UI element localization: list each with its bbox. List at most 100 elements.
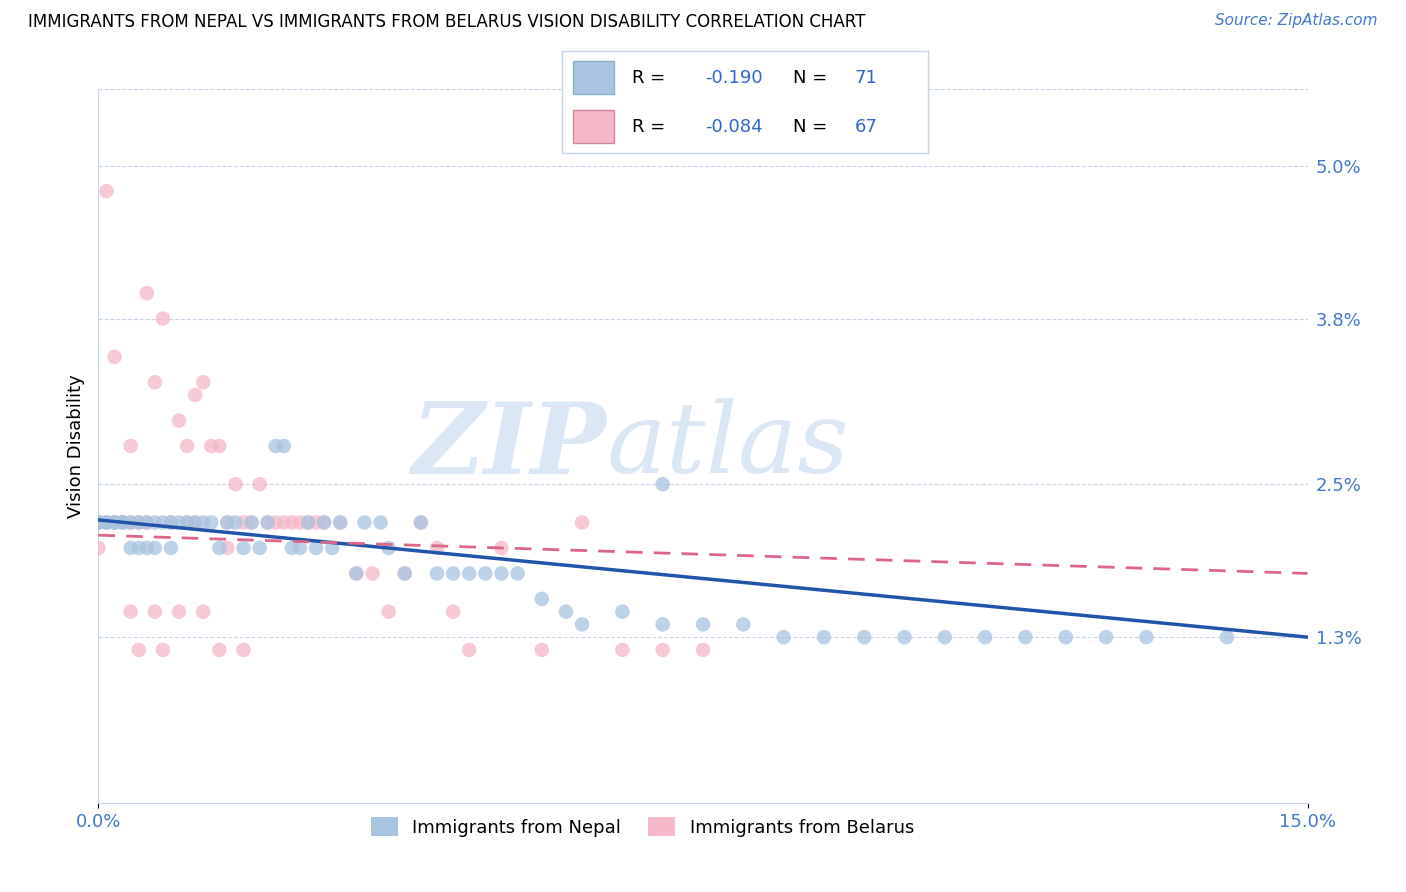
Point (111, 516, 134, 530)
Text: Source: ZipAtlas.com: Source: ZipAtlas.com (1215, 13, 1378, 29)
Point (491, 541, 513, 555)
Point (87, 541, 110, 555)
Point (111, 516, 134, 530)
Point (208, 541, 231, 555)
Point (441, 566, 464, 581)
Point (128, 516, 150, 530)
Point (249, 541, 271, 555)
Text: -0.084: -0.084 (704, 118, 762, 136)
Point (974, 630, 997, 644)
Point (288, 516, 311, 530)
Point (176, 516, 198, 530)
Point (281, 516, 304, 530)
Point (612, 643, 634, 657)
Point (288, 541, 311, 555)
Point (184, 516, 207, 530)
Point (193, 516, 215, 530)
Point (103, 516, 125, 530)
Text: IMMIGRANTS FROM NEPAL VS IMMIGRANTS FROM BELARUS VISION DISABILITY CORRELATION C: IMMIGRANTS FROM NEPAL VS IMMIGRANTS FROM… (28, 13, 866, 31)
Point (120, 605, 142, 619)
Point (135, 286, 157, 301)
Point (893, 630, 915, 644)
Point (409, 516, 432, 530)
Point (160, 516, 183, 530)
Point (692, 643, 714, 657)
Point (176, 439, 198, 453)
Point (143, 516, 166, 530)
Text: N =: N = (793, 69, 827, 87)
Point (184, 516, 207, 530)
Point (111, 516, 134, 530)
Point (208, 643, 231, 657)
Point (111, 516, 134, 530)
Point (224, 516, 246, 530)
Point (103, 516, 125, 530)
Point (217, 541, 239, 555)
Point (193, 376, 215, 390)
Point (200, 516, 222, 530)
Point (321, 541, 343, 555)
Point (167, 413, 190, 427)
Point (555, 605, 578, 619)
Text: 67: 67 (855, 118, 877, 136)
Point (651, 643, 673, 657)
Point (281, 541, 304, 555)
Point (1095, 630, 1118, 644)
Point (184, 388, 207, 402)
Point (152, 311, 174, 326)
Point (135, 541, 157, 555)
Point (143, 376, 166, 390)
Point (120, 541, 142, 555)
Point (232, 516, 254, 530)
Point (240, 516, 263, 530)
Text: N =: N = (793, 118, 827, 136)
Point (96, 184, 118, 198)
Point (344, 566, 367, 581)
Point (297, 516, 319, 530)
Point (377, 541, 399, 555)
Text: R =: R = (631, 118, 665, 136)
Point (329, 516, 352, 530)
Point (160, 516, 183, 530)
Point (87, 516, 110, 530)
Point (111, 516, 134, 530)
Point (491, 566, 513, 581)
Point (224, 477, 246, 491)
Point (733, 617, 755, 632)
Point (152, 516, 174, 530)
Point (256, 516, 278, 530)
FancyBboxPatch shape (574, 111, 613, 144)
Point (853, 630, 876, 644)
Point (772, 630, 794, 644)
Point (273, 439, 295, 453)
Point (458, 643, 481, 657)
Point (377, 605, 399, 619)
Point (1014, 630, 1036, 644)
Point (152, 643, 174, 657)
Y-axis label: Vision Disability: Vision Disability (66, 374, 84, 518)
Point (217, 516, 239, 530)
Point (193, 605, 215, 619)
Point (217, 516, 239, 530)
Point (200, 439, 222, 453)
Point (128, 643, 150, 657)
Text: 71: 71 (855, 69, 877, 87)
Point (120, 439, 142, 453)
Point (128, 516, 150, 530)
Text: ZIP: ZIP (412, 398, 606, 494)
Point (305, 541, 328, 555)
Point (571, 516, 593, 530)
Point (87, 516, 110, 530)
Point (394, 566, 416, 581)
Point (128, 516, 150, 530)
Text: R =: R = (631, 69, 665, 87)
Point (353, 516, 375, 530)
Point (506, 566, 529, 581)
Point (1054, 630, 1077, 644)
Point (651, 617, 673, 632)
Point (458, 566, 481, 581)
Point (128, 541, 150, 555)
Point (256, 516, 278, 530)
Point (273, 516, 295, 530)
Point (305, 516, 328, 530)
